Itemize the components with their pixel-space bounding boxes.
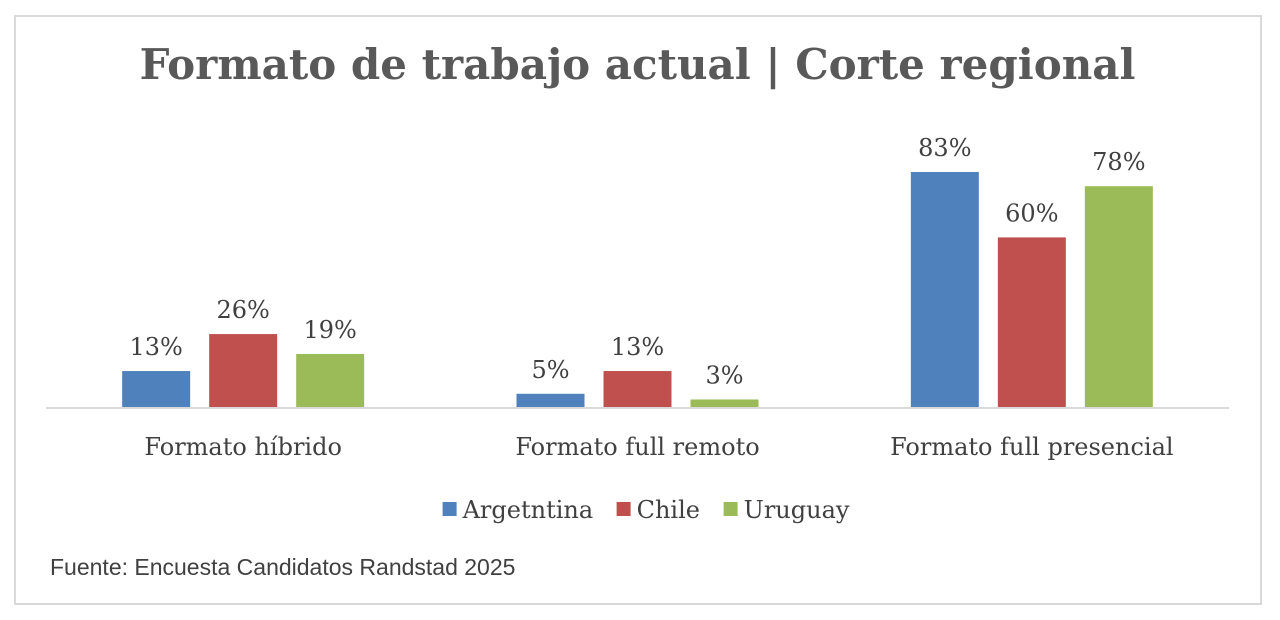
bar-chile-2 bbox=[997, 237, 1066, 408]
data-label: 3% bbox=[705, 361, 743, 389]
legend-label-chile: Chile bbox=[637, 496, 700, 524]
source-note: Fuente: Encuesta Candidatos Randstad 202… bbox=[50, 554, 516, 580]
legend-label-uruguay: Uruguay bbox=[744, 496, 850, 524]
bar-uruguay-1 bbox=[690, 399, 759, 408]
bar-chile-0 bbox=[209, 334, 278, 408]
data-label: 60% bbox=[1005, 199, 1058, 227]
data-label: 13% bbox=[129, 333, 182, 361]
data-label: 13% bbox=[611, 333, 664, 361]
legend-swatch-chile bbox=[616, 502, 631, 516]
data-label: 26% bbox=[216, 296, 269, 324]
chart-title: Formato de trabajo actual | Corte region… bbox=[139, 40, 1136, 89]
category-label: Formato full presencial bbox=[890, 433, 1174, 461]
bar-argetntina-2 bbox=[910, 172, 979, 408]
bar-chile-1 bbox=[603, 371, 672, 408]
legend-label-argetntina: Argetntina bbox=[462, 496, 594, 524]
bar-uruguay-0 bbox=[296, 353, 365, 408]
bar-argetntina-0 bbox=[122, 371, 191, 408]
category-label: Formato full remoto bbox=[515, 433, 759, 461]
bar-uruguay-2 bbox=[1084, 186, 1153, 408]
data-label: 19% bbox=[303, 316, 356, 344]
data-label: 78% bbox=[1092, 148, 1145, 176]
bar-argetntina-1 bbox=[516, 393, 585, 408]
data-label: 5% bbox=[531, 356, 569, 384]
category-label: Formato híbrido bbox=[144, 433, 342, 461]
legend-swatch-uruguay bbox=[723, 502, 738, 516]
data-label: 83% bbox=[918, 134, 971, 162]
legend-swatch-argetntina bbox=[442, 502, 457, 516]
